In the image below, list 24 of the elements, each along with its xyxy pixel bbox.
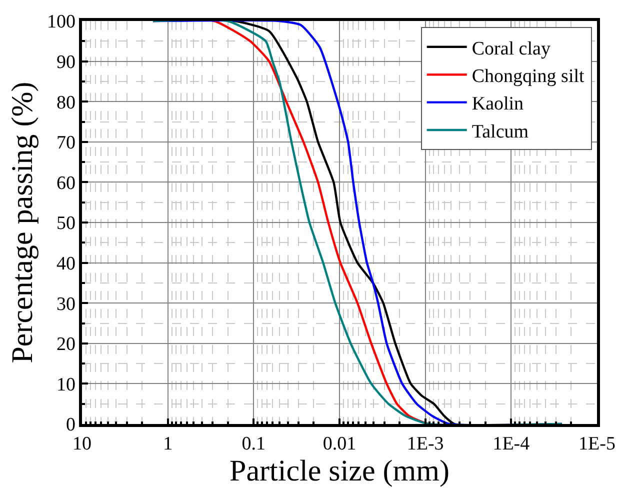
y-tick-label: 70 <box>56 132 76 154</box>
x-tick-label: 0.1 <box>242 434 266 455</box>
legend-label: Kaolin <box>472 94 524 115</box>
legend-label: Chongqing silt <box>472 66 586 88</box>
y-tick-label: 90 <box>56 52 76 73</box>
y-tick-label: 60 <box>56 172 76 194</box>
x-tick-label: 1 <box>163 434 173 455</box>
y-tick-label: 10 <box>56 374 76 396</box>
y-tick-label: 20 <box>56 334 76 356</box>
y-tick-label: 50 <box>56 213 76 234</box>
y-axis-title: Percentage passing (%) <box>6 82 39 364</box>
x-axis-title: Particle size (mm) <box>230 454 450 488</box>
y-tick-label: 0 <box>66 414 76 436</box>
y-tick-label: 80 <box>56 92 76 114</box>
legend-label: Coral clay <box>472 38 551 60</box>
y-tick-label: 30 <box>56 294 76 315</box>
x-tick-label: 0.01 <box>322 434 356 455</box>
y-tick-label: 100 <box>46 12 76 33</box>
x-tick-label: 10 <box>72 434 92 455</box>
y-tick-label: 40 <box>56 253 76 274</box>
legend-label: Talcum <box>472 121 529 142</box>
x-tick-label: 1E-5 <box>578 434 616 455</box>
x-tick-label: 1E-4 <box>492 434 530 455</box>
x-tick-label: 1E-3 <box>406 434 444 455</box>
